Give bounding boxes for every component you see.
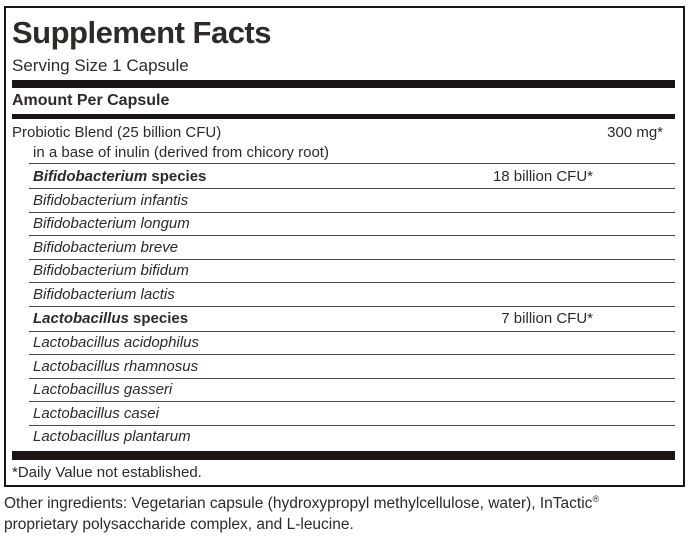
other-ingredients: Other ingredients: Vegetarian capsule (h… [4,493,687,535]
species-row: Bifidobacterium lactis [29,282,675,306]
genus-suffix: species [147,167,207,185]
genus-name: Lactobacillus [33,310,129,327]
species-table: Bifidobacterium species 18 billion CFU* … [29,163,675,448]
genus-name: Bifidobacterium [33,167,148,185]
species-row: Lactobacillus casei [29,401,675,425]
species-row: Bifidobacterium breve [29,235,675,259]
group-amount: 18 billion CFU* [492,167,593,185]
group-header-bifidobacterium: Bifidobacterium species 18 billion CFU* [29,163,675,188]
serving-size: Serving Size 1 Capsule [12,56,189,75]
other-ingredients-line1: Other ingredients: Vegetarian capsule (h… [4,493,600,512]
group-header-lactobacillus: Lactobacillus species 7 billion CFU* [29,305,675,331]
column-header: Amount Per Capsule [12,92,170,109]
ingredient-amount: 300 mg* [607,124,663,141]
species-row: Bifidobacterium bifidum [29,258,675,283]
daily-value-footnote: *Daily Value not established. [12,464,202,481]
species-row: Lactobacillus plantarum [29,424,675,449]
species-row: Bifidobacterium infantis [29,188,675,212]
other-ingredients-line2: proprietary polysaccharide complex, and … [4,516,354,533]
ingredient-subtext: in a base of inulin (derived from chicor… [33,144,329,161]
divider-thick-bottom [12,451,675,460]
group-amount: 7 billion CFU* [501,310,593,327]
species-row: Lactobacillus gasseri [29,377,675,402]
registered-mark: ® [592,493,600,504]
species-row: Lactobacillus acidophilus [29,330,675,355]
species-row: Lactobacillus rhamnosus [29,354,675,378]
divider-thin [12,114,675,119]
ingredient-row-probiotic-blend: Probiotic Blend (25 billion CFU) 300 mg* [12,119,675,143]
panel-title: Supplement Facts [12,15,272,50]
genus-suffix: species [128,310,189,327]
species-row: Bifidobacterium longum [29,211,675,236]
ingredient-name: Probiotic Blend (25 billion CFU) [12,124,222,141]
divider-thick-top [12,80,675,88]
supplement-facts-panel: Supplement Facts Serving Size 1 Capsule … [4,6,685,487]
